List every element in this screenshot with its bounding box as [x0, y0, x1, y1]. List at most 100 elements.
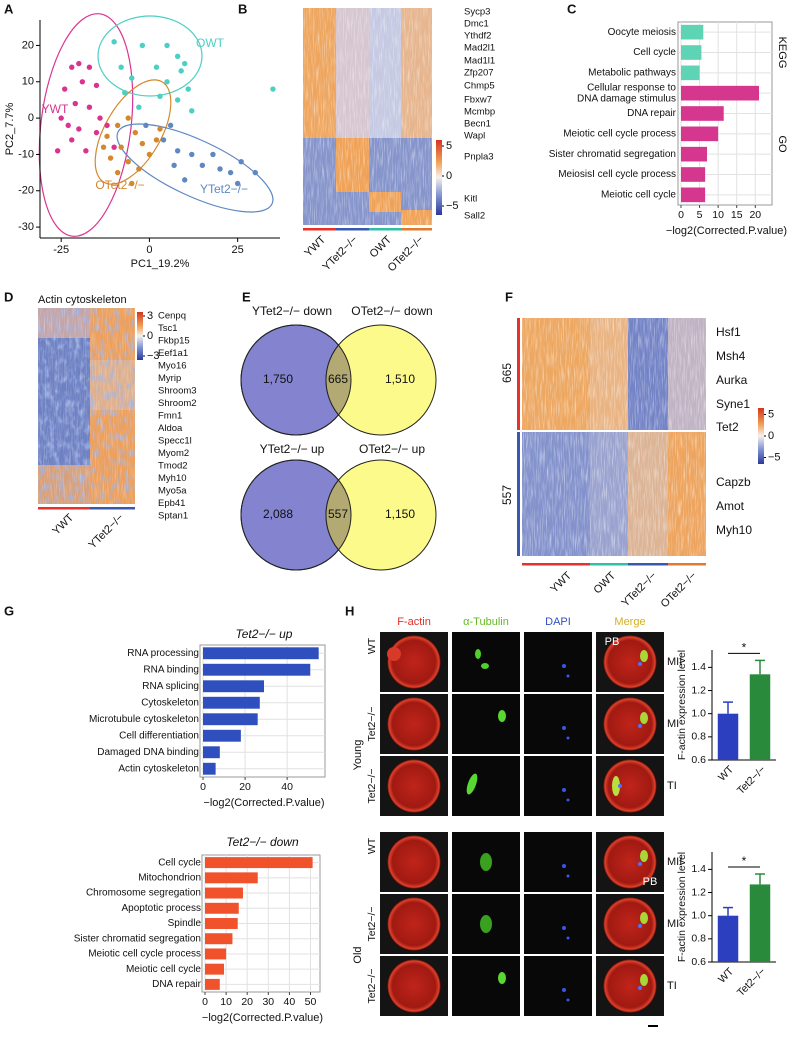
- group-label: KEGG: [776, 37, 788, 69]
- bar: [681, 187, 706, 203]
- gene-label: Hsf1: [716, 325, 741, 339]
- micrographs: [380, 632, 664, 1027]
- gene-label: Sall2: [464, 211, 485, 222]
- point: [104, 133, 110, 139]
- venn-set-label: YTet2−/− up: [260, 442, 325, 456]
- y-tick-label: DNA repair: [152, 979, 202, 990]
- bar: [203, 729, 241, 742]
- y-axis-label: PC2_7.7%: [4, 102, 16, 155]
- y-tick-label: -10: [18, 148, 34, 160]
- point: [136, 166, 142, 172]
- point: [129, 180, 135, 187]
- y-axis-label: F-actin expression level: [676, 852, 688, 962]
- point: [69, 137, 75, 143]
- column-label: YWT: [302, 234, 328, 260]
- micrograph: [524, 694, 592, 754]
- channel-label: α-Tubulin: [463, 616, 509, 628]
- bar: [205, 918, 238, 929]
- gene-label: Myo16: [158, 361, 187, 372]
- point: [199, 162, 206, 169]
- micrograph: [452, 756, 520, 816]
- colorbar: [436, 140, 442, 215]
- x-axis-label: PC1_19.2%: [131, 258, 190, 270]
- genotype-label: WT: [366, 837, 378, 854]
- pb-label: PB: [643, 876, 658, 888]
- point: [54, 148, 61, 154]
- pb-label: PB: [605, 636, 620, 648]
- y-tick-label: Microtubule cytoskeleton: [89, 714, 199, 725]
- venn-count: 1,150: [385, 507, 415, 521]
- micrograph: [596, 694, 664, 754]
- point: [100, 144, 107, 150]
- gene-label: Fbxw7: [464, 95, 492, 106]
- y-tick-label: 1.2: [691, 886, 706, 898]
- x-tick-label: 40: [284, 996, 296, 1008]
- x-tick-label: 30: [262, 996, 274, 1008]
- bar: [749, 674, 771, 760]
- gene-label: Msh4: [716, 349, 746, 363]
- point: [118, 64, 124, 70]
- y-tick-label: Cell cycle: [633, 47, 676, 58]
- stage-label: TI: [667, 780, 677, 792]
- genotype-label: Tet2−/−: [366, 906, 378, 941]
- panel-label: B: [238, 1, 247, 16]
- micrograph: [452, 832, 520, 892]
- colorbar-label: 5: [446, 140, 452, 152]
- y-tick-label: Cytoskeleton: [141, 697, 199, 708]
- y-tick-label: Meiotic cell cycle process: [563, 128, 676, 139]
- gene-label: Ythdf2: [464, 31, 491, 42]
- gene-label: Eef1a1: [158, 348, 188, 359]
- group-label: GO: [776, 135, 788, 153]
- x-tick-label: 0: [200, 781, 206, 793]
- bar: [203, 680, 264, 693]
- x-axis-label: −log2(Corrected.P.value): [666, 225, 787, 237]
- y-tick-label: DNA repair: [627, 108, 677, 119]
- point: [72, 100, 78, 107]
- colorbar: [137, 312, 143, 360]
- gene-label: Aldoa: [158, 423, 183, 434]
- gene-label: Epb41: [158, 498, 185, 509]
- point: [93, 129, 100, 136]
- panel-label: F: [505, 289, 513, 304]
- point: [139, 140, 146, 147]
- point: [182, 60, 188, 67]
- bar: [717, 915, 739, 962]
- point: [153, 64, 160, 70]
- y-tick-label: Damaged DNA binding: [97, 747, 199, 758]
- gene-label: Cenpq: [158, 311, 186, 322]
- gene-label: Zfp207: [464, 68, 494, 79]
- point: [157, 126, 163, 132]
- x-tick-label: 0: [146, 244, 152, 256]
- gene-label: Aurka: [716, 373, 748, 387]
- heatmap-title: Actin cytoskeleton: [38, 294, 127, 306]
- y-tick-label: Meiotic cell cycle: [601, 189, 676, 200]
- ellipse: [116, 123, 274, 213]
- point: [86, 104, 93, 110]
- point: [146, 151, 153, 158]
- point: [93, 82, 100, 89]
- gene-label: Myh10: [716, 523, 752, 537]
- y-tick-label: -20: [18, 185, 34, 197]
- point: [174, 148, 181, 154]
- micrograph: [524, 894, 592, 954]
- series-label: OTet2−/−: [95, 178, 144, 192]
- bar: [749, 884, 771, 962]
- x-tick-label: 20: [241, 996, 253, 1008]
- point: [227, 169, 234, 176]
- x-tick-label: 20: [239, 781, 251, 793]
- x-tick-label: 50: [305, 996, 317, 1008]
- bar: [205, 933, 233, 945]
- y-tick-label: 0: [28, 112, 34, 124]
- micrograph: [380, 756, 448, 816]
- colorbar-label: −5: [446, 200, 459, 212]
- column-label: OWT: [592, 570, 619, 597]
- gene-label: Myrip: [158, 373, 181, 384]
- point: [62, 86, 68, 92]
- point: [189, 151, 195, 158]
- point: [58, 115, 64, 121]
- bar: [203, 663, 311, 676]
- ellipse: [94, 79, 172, 185]
- gene-label: Myo5a: [158, 486, 187, 497]
- gene-label: Myh10: [158, 473, 187, 484]
- gene-label: Tsc1: [158, 323, 178, 334]
